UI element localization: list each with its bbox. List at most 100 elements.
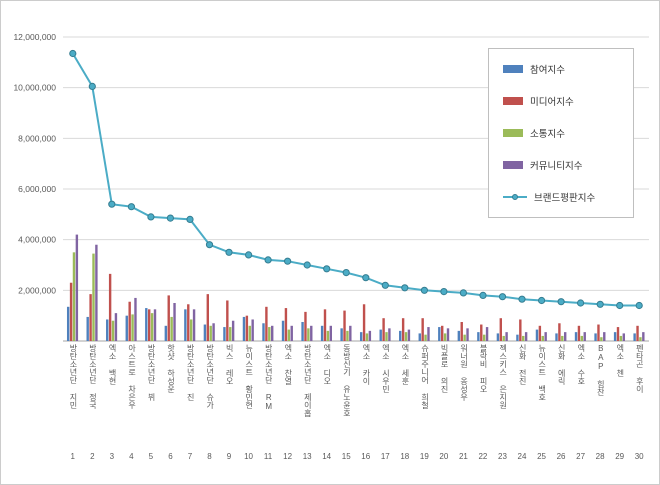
- bar-소통지수: [619, 335, 623, 341]
- bar-미디어지수: [343, 310, 346, 341]
- bar-참여지수: [340, 328, 343, 341]
- bar-커뮤니티지수: [173, 303, 176, 341]
- category-column: 엑소 백현 3: [102, 344, 122, 462]
- category-label: 방탄소년단 뷔: [147, 344, 156, 401]
- y-tick-label: 12,000,000: [13, 32, 56, 42]
- bar-미디어지수: [480, 324, 483, 341]
- bar-커뮤니티지수: [407, 329, 411, 341]
- brand-index-line-swatch: [503, 194, 527, 200]
- category-column: 젝스키스 은지원 23: [493, 344, 513, 462]
- category-label: 방탄소년단 정국: [88, 344, 97, 409]
- bar-커뮤니티지수: [583, 332, 586, 341]
- line-marker: [479, 291, 487, 299]
- category-column: 방탄소년단 제이홉 13: [297, 344, 317, 462]
- category-column: 엑소 카이 16: [356, 344, 376, 462]
- bar-커뮤니티지수: [544, 332, 547, 341]
- rank-label: 11: [263, 452, 273, 461]
- bar-소통지수: [189, 319, 193, 341]
- bar-소통지수: [522, 335, 525, 341]
- bar-커뮤니티지수: [388, 328, 391, 341]
- bar-커뮤니티지수: [446, 328, 450, 341]
- category-label: 엑소 디오: [322, 344, 331, 385]
- legend-label-community: 커뮤니티지수: [530, 161, 583, 172]
- line-marker: [186, 215, 194, 223]
- bar-미디어지수: [148, 309, 151, 341]
- line-marker: [342, 269, 350, 277]
- category-label: 방탄소년단 지민: [68, 344, 77, 409]
- communication-series-swatch: [503, 129, 523, 137]
- rank-label: 29: [615, 452, 625, 461]
- bar-소통지수: [463, 334, 466, 341]
- bar-참여지수: [184, 309, 187, 341]
- line-marker: [616, 301, 624, 310]
- line-marker: [498, 293, 507, 301]
- bar-소통지수: [209, 325, 212, 341]
- bar-소통지수: [346, 330, 349, 341]
- legend-label-brand-reputation: 브랜드평판지수: [534, 193, 596, 204]
- bar-소통지수: [639, 337, 642, 341]
- bar-커뮤니티지수: [368, 330, 372, 341]
- bar-미디어지수: [167, 295, 170, 341]
- category-column: 뉴이스트 황민현 10: [239, 344, 259, 462]
- category-label: 방탄소년단 진: [186, 344, 195, 401]
- bar-소통지수: [229, 327, 232, 341]
- media-series-swatch: [503, 97, 523, 105]
- rank-label: 20: [439, 452, 449, 461]
- bar-미디어지수: [323, 309, 327, 341]
- bar-참여지수: [633, 333, 636, 341]
- line-marker: [401, 284, 409, 292]
- category-label: 엑소 수호: [576, 344, 585, 385]
- bar-참여지수: [320, 325, 324, 341]
- line-marker: [635, 301, 643, 310]
- category-column: 엑소 디오 14: [317, 344, 337, 462]
- line-marker: [518, 295, 526, 303]
- rank-label: 22: [478, 452, 488, 461]
- bar-미디어지수: [616, 327, 620, 341]
- bar-참여지수: [359, 332, 363, 341]
- bar-소통지수: [600, 337, 603, 341]
- bar-소통지수: [580, 335, 584, 341]
- bar-참여지수: [574, 332, 578, 341]
- bar-미디어지수: [499, 318, 502, 341]
- bar-소통지수: [170, 316, 173, 341]
- category-column: 신화 에릭 26: [551, 344, 571, 462]
- rank-label: 15: [341, 452, 351, 461]
- bar-미디어지수: [89, 294, 92, 341]
- category-label: 엑소 찬열: [283, 344, 292, 385]
- bar-참여지수: [281, 320, 285, 341]
- line-marker: [596, 300, 604, 308]
- bar-커뮤니티지수: [505, 332, 508, 341]
- bar-소통지수: [541, 335, 544, 341]
- rank-label: 27: [576, 452, 586, 461]
- bar-소통지수: [561, 335, 564, 341]
- line-marker-icon: [512, 194, 518, 200]
- category-column: 뉴이스트 백호 25: [532, 344, 552, 462]
- bar-참여지수: [86, 316, 89, 341]
- bar-소통지수: [443, 333, 447, 341]
- bar-미디어지수: [226, 300, 229, 341]
- category-label: 빅플로 의진: [440, 344, 449, 393]
- y-tick-label: 10,000,000: [13, 83, 56, 93]
- bar-미디어지수: [597, 324, 600, 341]
- category-label: 빅스 레오: [225, 344, 234, 385]
- category-label: 엑소 시우민: [381, 344, 390, 393]
- bar-소통지수: [287, 329, 291, 341]
- category-column: 방탄소년단 지민 1: [63, 344, 83, 462]
- rank-label: 13: [302, 452, 312, 461]
- line-marker: [538, 296, 546, 305]
- y-tick-label: 8,000,000: [18, 133, 56, 143]
- category-label: 방탄소년단 RM: [264, 344, 273, 411]
- rank-label: 8: [207, 452, 212, 461]
- bar-소통지수: [365, 333, 369, 341]
- rank-label: 12: [283, 452, 293, 461]
- bar-소통지수: [150, 313, 154, 341]
- bar-커뮤니티지수: [466, 328, 469, 341]
- bar-미디어지수: [69, 282, 73, 341]
- line-marker: [69, 49, 77, 58]
- bar-소통지수: [268, 327, 271, 341]
- category-column: 아스트로 차은우 4: [122, 344, 142, 462]
- bar-미디어지수: [187, 304, 190, 341]
- legend-label-participation: 참여지수: [530, 65, 565, 76]
- category-column: 핫샷 하성운 6: [161, 344, 181, 462]
- bar-커뮤니티지수: [485, 327, 489, 341]
